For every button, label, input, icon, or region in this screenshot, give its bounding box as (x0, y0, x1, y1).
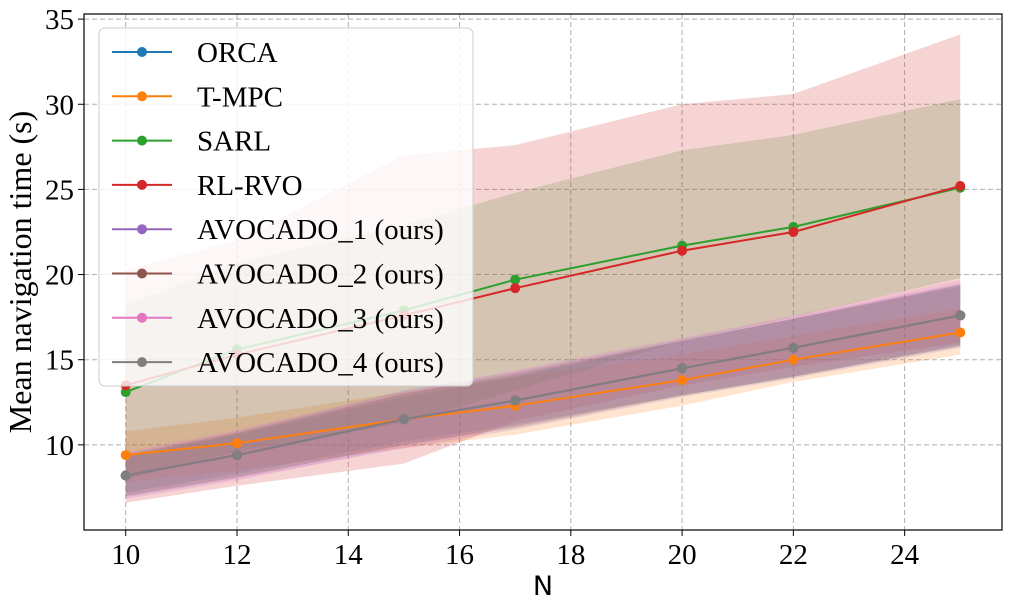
point-t-mpc (955, 327, 966, 338)
y-tick-label: 30 (45, 89, 74, 121)
point-avocado-4-ours (232, 450, 242, 461)
band-avocado-3-ours (125, 279, 961, 500)
point-avocado-4-ours (120, 470, 131, 481)
band-orca (125, 284, 961, 493)
legend-label-t-mpc: T-MPC (197, 81, 283, 113)
legend-label-avocado-4-ours: AVOCADO_4 (ours) (197, 347, 444, 379)
x-tick-label: 14 (334, 539, 364, 571)
point-sarl (510, 274, 521, 285)
plot-frame (83, 13, 1003, 531)
legend-label-sarl: SARL (197, 126, 271, 158)
legend-marker-t-mpc (137, 91, 147, 102)
point-avocado-4-ours (677, 363, 688, 374)
point-rl-rvo (677, 245, 688, 256)
legend-label-orca: ORCA (197, 37, 278, 69)
legend-box (98, 27, 474, 387)
legend-label-avocado-3-ours: AVOCADO_3 (ours) (197, 303, 444, 335)
legend-marker-avocado-1-ours (137, 224, 147, 235)
x-tick-label: 10 (111, 539, 140, 571)
point-rl-rvo (788, 226, 799, 237)
y-tick-label: 35 (45, 4, 74, 36)
point-t-mpc (677, 375, 688, 386)
x-tick-label: 16 (445, 539, 474, 571)
x-tick-label: 22 (779, 539, 808, 571)
legend-marker-avocado-2-ours (137, 268, 147, 279)
x-tick-label: 20 (668, 539, 697, 571)
legend-label-avocado-1-ours: AVOCADO_1 (ours) (197, 214, 444, 246)
legend-marker-orca (137, 47, 147, 57)
band-avocado-4-ours (125, 286, 961, 496)
y-tick-label: 25 (45, 174, 74, 206)
point-avocado-4-ours (788, 342, 799, 353)
axis-ticks: 10 12 14 16 18 20 22 24 10 15 20 25 30 35 (45, 4, 920, 571)
point-avocado-4-ours (955, 310, 966, 321)
legend-marker-rl-rvo (137, 179, 147, 190)
point-t-mpc (120, 450, 131, 461)
point-t-mpc (232, 438, 242, 449)
legend-marker-avocado-4-ours (137, 357, 147, 368)
point-avocado-4-ours (510, 395, 521, 406)
x-axis-label: N (533, 571, 553, 602)
series-lines (120, 181, 966, 481)
legend-marker-avocado-3-ours (137, 312, 147, 323)
band-avocado-2-ours (125, 284, 961, 496)
x-tick-label: 24 (890, 539, 920, 571)
y-axis-label: Mean navigation time (s) (2, 111, 38, 434)
point-t-mpc (788, 354, 799, 365)
legend-marker-sarl (137, 135, 147, 146)
x-tick-label: 12 (223, 539, 252, 571)
legend-label-rl-rvo: RL-RVO (197, 170, 303, 202)
x-tick-label: 18 (556, 539, 585, 571)
y-tick-label: 10 (45, 430, 74, 462)
point-rl-rvo (510, 283, 521, 294)
y-tick-label: 20 (45, 260, 74, 292)
band-avocado-1-ours (125, 283, 961, 498)
y-tick-label: 15 (45, 345, 74, 377)
legend-label-avocado-2-ours: AVOCADO_2 (ours) (197, 259, 444, 291)
point-rl-rvo (955, 181, 966, 191)
point-avocado-4-ours (398, 414, 409, 425)
legend: ORCA T-MPC SARL RL-RVO AVOCADO_1 (ours) AVOCA… (98, 27, 474, 387)
